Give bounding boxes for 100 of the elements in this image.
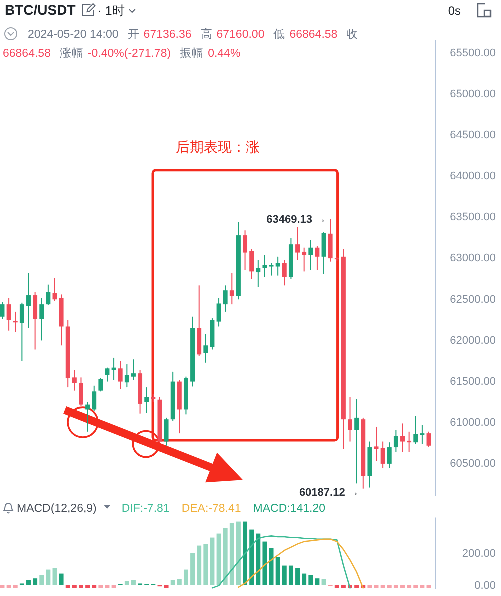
y-tick-label: 62000.00 (450, 334, 496, 347)
candlestick (92, 385, 97, 412)
bar (79, 585, 84, 588)
candlestick (132, 359, 136, 381)
bar (354, 585, 360, 588)
candlestick (407, 431, 412, 453)
bar (46, 570, 51, 585)
annotation: 低 66864.58 (274, 28, 338, 41)
y-tick-label: 61500.00 (450, 376, 496, 388)
candlestick (72, 370, 77, 392)
y-tick-label: 65000.00 (450, 88, 496, 100)
bar (6, 585, 12, 588)
text: 0s (448, 4, 461, 18)
bar (216, 534, 222, 585)
bar (407, 585, 412, 588)
candlestick (20, 302, 24, 362)
bar (230, 523, 234, 585)
bar (66, 585, 70, 588)
bar (86, 585, 90, 588)
candlestick (0, 302, 5, 320)
candlestick (256, 260, 261, 288)
candlestick (420, 424, 425, 445)
candlestick (112, 357, 116, 381)
candlestick (204, 334, 208, 364)
bar (394, 585, 398, 588)
text: · 1时 (98, 4, 126, 18)
bar (269, 548, 274, 585)
y-tick-label: 60500.00 (450, 458, 496, 470)
bar (210, 538, 215, 585)
candlestick (380, 441, 386, 469)
candlestick (118, 360, 123, 390)
bar (170, 580, 176, 585)
candlestick (164, 417, 169, 446)
bar (308, 575, 314, 585)
series-label: MACD:141.20 (253, 503, 326, 515)
bar (341, 585, 346, 588)
bar (236, 522, 241, 585)
bar (315, 578, 320, 585)
candlestick (315, 246, 320, 271)
candlestick (223, 285, 228, 312)
text: DEA:-78.41 (182, 503, 242, 515)
candlestick (348, 396, 352, 442)
bar (184, 570, 188, 585)
candlestick (426, 431, 432, 448)
bar (26, 580, 31, 585)
candlestick (13, 311, 18, 333)
candlestick (262, 254, 268, 278)
bar (243, 522, 248, 585)
y-tick-label: 63500.00 (450, 212, 496, 224)
annotation: 涨幅 -0.40%(-271.78) (60, 47, 172, 60)
bar (334, 585, 340, 588)
candlestick (124, 364, 130, 388)
candlestick (400, 423, 405, 453)
candlestick (322, 232, 326, 275)
bar (52, 568, 58, 585)
y-tick-label: 62500.00 (450, 294, 496, 306)
line-series (238, 538, 364, 589)
y-tick-label: 61000.00 (450, 417, 496, 430)
annotation: 2024-05-20 14:00 (28, 29, 119, 41)
y-tick-label: 0.00 (474, 580, 496, 592)
bar (164, 585, 169, 588)
candlestick (387, 442, 392, 469)
candlestick (414, 416, 418, 445)
candlestick (144, 387, 150, 414)
candlestick (282, 260, 287, 286)
candlestick (269, 262, 274, 276)
bar (190, 553, 196, 585)
candlestick (46, 284, 51, 306)
y-tick-label: 63000.00 (450, 252, 496, 265)
annotation: 振幅 0.44% (180, 47, 241, 60)
bar (262, 542, 268, 585)
bar (112, 585, 116, 588)
bar (368, 585, 372, 588)
bar (204, 544, 208, 585)
text: DIF:-7.81 (122, 503, 170, 515)
y-tick-label: 64500.00 (450, 129, 496, 142)
bar (124, 581, 130, 585)
bar (98, 585, 104, 588)
annotation: 66864.58 (3, 48, 51, 60)
candlestick (79, 377, 84, 407)
bar (302, 574, 307, 585)
bar (288, 566, 294, 585)
bar (276, 557, 280, 585)
candlestick (296, 226, 300, 261)
bar (380, 585, 386, 588)
annotation: 后期表现：涨 (176, 138, 260, 155)
annotation: 60187.12 → (299, 486, 360, 499)
bar (414, 585, 418, 588)
candlestick (354, 398, 360, 484)
bar (256, 534, 261, 585)
candlestick (394, 430, 398, 453)
bar (387, 585, 392, 588)
chart-title: BTC/USDT (5, 2, 76, 18)
candlestick (33, 292, 38, 350)
chart-title: MACD(12,26,9) (17, 503, 98, 515)
candlestick (6, 297, 12, 332)
bar (40, 575, 44, 585)
candlestick (216, 297, 222, 328)
bar (400, 585, 405, 588)
candlestick (374, 426, 379, 462)
